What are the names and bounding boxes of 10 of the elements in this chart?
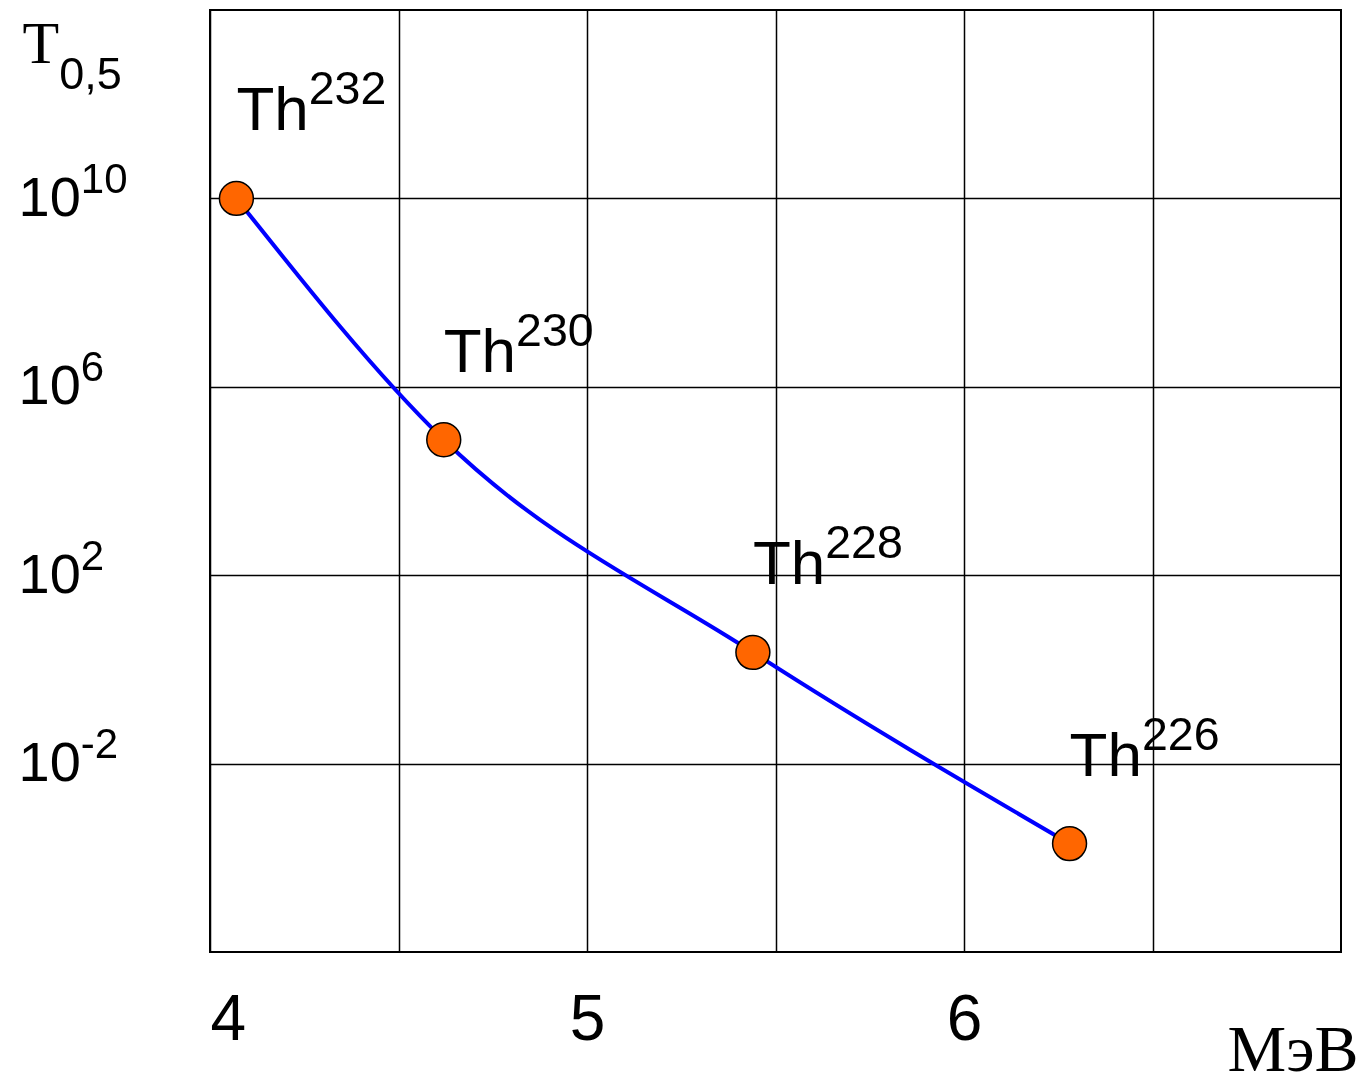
y-axis-title: T$_{0,5}$ <box>22 9 122 98</box>
x-tick-label: 6 <box>946 981 983 1054</box>
annotation: Th$^{232}$ <box>236 62 387 144</box>
x-tick-label: 5 <box>569 981 606 1054</box>
x-axis-title: МэВ <box>1227 1011 1359 1077</box>
y-tick-label: 10$^{6}$ <box>18 342 105 417</box>
y-tick-label: 10$^{-2}$ <box>18 719 119 794</box>
x-tick-label: 4 <box>210 981 247 1054</box>
y-tick-label: 10$^{2}$ <box>18 531 105 605</box>
y-tick-label: 10$^{10}$ <box>18 154 128 228</box>
